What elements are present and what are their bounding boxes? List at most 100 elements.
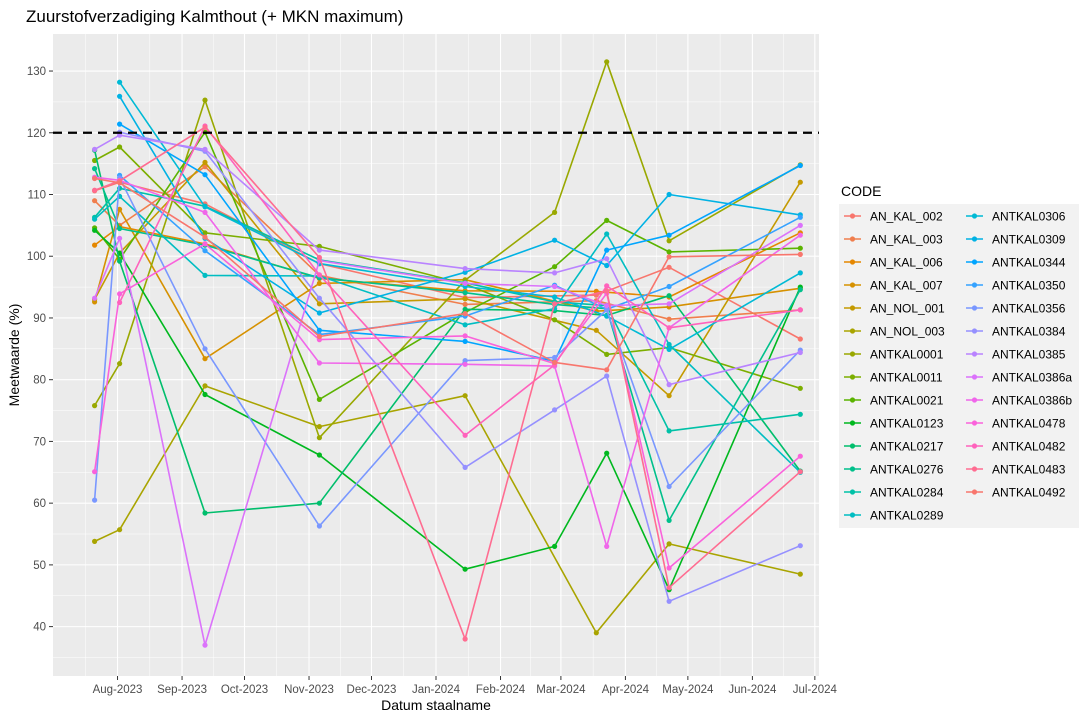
legend-key-point bbox=[849, 328, 856, 334]
legend-item: ANTKAL0309 bbox=[966, 233, 1066, 247]
data-point bbox=[92, 227, 98, 233]
data-point bbox=[604, 450, 610, 456]
data-point bbox=[552, 407, 558, 413]
series-line bbox=[118, 95, 801, 314]
data-point bbox=[117, 206, 123, 212]
legend-label: ANTKAL0356 bbox=[992, 302, 1066, 316]
data-point bbox=[666, 301, 672, 307]
data-point bbox=[552, 354, 558, 361]
legend-item: ANTKAL0386a bbox=[966, 371, 1072, 385]
data-point bbox=[202, 204, 208, 210]
legend-label: ANTKAL0021 bbox=[870, 394, 944, 408]
legend-item: ANTKAL0289 bbox=[844, 509, 944, 523]
data-point bbox=[666, 382, 672, 388]
legend-label: ANTKAL0492 bbox=[992, 486, 1066, 500]
legend-label: AN_KAL_006 bbox=[870, 256, 943, 270]
data-point bbox=[117, 235, 123, 241]
data-point bbox=[797, 411, 803, 417]
legend-label: ANTKAL0001 bbox=[870, 348, 944, 362]
y-tick-label: 60 bbox=[33, 498, 46, 510]
data-point bbox=[666, 393, 672, 399]
data-point bbox=[666, 264, 672, 270]
data-point bbox=[797, 349, 803, 356]
legend-label: AN_NOL_001 bbox=[870, 302, 945, 316]
data-point bbox=[316, 424, 322, 430]
legend-label: ANTKAL0011 bbox=[870, 371, 943, 385]
legend-label: ANTKAL0344 bbox=[992, 256, 1066, 270]
data-point bbox=[462, 301, 468, 307]
data-point bbox=[666, 517, 672, 524]
x-tick-label: Nov-2023 bbox=[284, 684, 334, 696]
data-point bbox=[666, 483, 672, 490]
data-point bbox=[462, 311, 468, 317]
x-tick-label: Dec-2023 bbox=[347, 684, 397, 696]
data-point bbox=[666, 316, 672, 322]
data-point bbox=[604, 543, 610, 550]
y-axis-title: Meetwaarde (%) bbox=[6, 304, 22, 407]
data-point bbox=[604, 231, 610, 237]
series-antkal0385 bbox=[92, 132, 803, 388]
x-tick-label: Jul-2024 bbox=[793, 684, 838, 696]
legend-item: ANTKAL0478 bbox=[966, 417, 1066, 431]
legend-item: ANTKAL0276 bbox=[844, 463, 944, 477]
data-point bbox=[797, 270, 803, 276]
data-point bbox=[462, 322, 468, 328]
data-point bbox=[117, 180, 123, 186]
data-point bbox=[316, 327, 322, 333]
data-point bbox=[462, 566, 468, 572]
data-point bbox=[666, 565, 672, 571]
data-point bbox=[552, 270, 558, 276]
data-point bbox=[604, 283, 610, 289]
legend-key-point bbox=[849, 420, 856, 426]
data-point bbox=[797, 571, 803, 577]
legend-item: ANTKAL0492 bbox=[966, 486, 1066, 500]
x-tick-label: Jan-2024 bbox=[412, 684, 461, 696]
data-point bbox=[593, 327, 599, 333]
series-line bbox=[119, 131, 801, 603]
data-point bbox=[666, 254, 672, 260]
data-point bbox=[202, 391, 208, 398]
legend-label: ANTKAL0482 bbox=[992, 440, 1066, 454]
legend-key-point bbox=[971, 259, 978, 265]
x-tick-label: Oct-2023 bbox=[221, 684, 268, 696]
y-tick-label: 50 bbox=[33, 560, 46, 572]
legend-item: ANTKAL0306 bbox=[966, 210, 1066, 224]
x-tick-label: Feb-2024 bbox=[476, 684, 526, 696]
legend-label: AN_KAL_007 bbox=[870, 279, 943, 293]
data-point bbox=[202, 164, 208, 170]
y-tick-label: 110 bbox=[28, 190, 46, 202]
legend-item: AN_KAL_006 bbox=[844, 256, 943, 270]
data-point bbox=[316, 360, 322, 366]
data-point bbox=[552, 543, 558, 550]
legend-key-point bbox=[971, 305, 978, 311]
data-point bbox=[202, 172, 208, 178]
x-tick-label: Jun-2024 bbox=[728, 684, 777, 696]
data-point bbox=[92, 469, 98, 475]
data-point bbox=[552, 301, 558, 307]
data-point bbox=[202, 124, 208, 130]
data-point bbox=[202, 146, 208, 152]
data-point bbox=[202, 230, 208, 236]
data-point bbox=[316, 254, 322, 261]
data-point bbox=[604, 59, 610, 65]
data-point bbox=[797, 543, 803, 549]
data-point bbox=[316, 243, 322, 249]
series-antkal0384 bbox=[117, 129, 803, 604]
x-axis-title: Datum staalname bbox=[381, 697, 491, 713]
legend-item: AN_KAL_002 bbox=[844, 210, 943, 224]
y-tick-label: 120 bbox=[27, 128, 46, 140]
data-point bbox=[92, 187, 98, 193]
data-point bbox=[666, 191, 672, 198]
data-point bbox=[202, 272, 208, 278]
y-tick-label: 100 bbox=[27, 251, 46, 263]
data-point bbox=[666, 346, 672, 352]
data-point bbox=[92, 403, 98, 409]
data-point bbox=[797, 232, 803, 238]
data-point bbox=[797, 469, 803, 475]
data-point bbox=[604, 247, 610, 253]
legend-key-point bbox=[971, 213, 978, 219]
legend-label: ANTKAL0350 bbox=[992, 279, 1066, 293]
data-point bbox=[666, 428, 672, 434]
legend-label: ANTKAL0217 bbox=[870, 440, 944, 454]
data-point bbox=[462, 361, 468, 367]
